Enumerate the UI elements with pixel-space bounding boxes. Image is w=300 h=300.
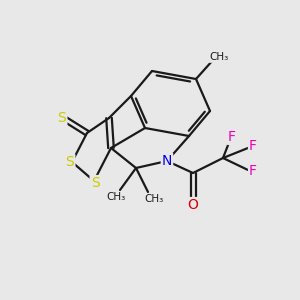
Text: F: F (249, 139, 257, 153)
Text: CH₃: CH₃ (144, 194, 164, 204)
Text: CH₃: CH₃ (106, 192, 126, 202)
Text: F: F (249, 164, 257, 178)
Text: F: F (228, 130, 236, 144)
Text: S: S (66, 155, 74, 169)
Text: O: O (188, 198, 198, 212)
Text: N: N (162, 154, 172, 168)
Text: CH₃: CH₃ (209, 52, 229, 62)
Text: S: S (91, 176, 99, 190)
Text: S: S (58, 111, 66, 125)
